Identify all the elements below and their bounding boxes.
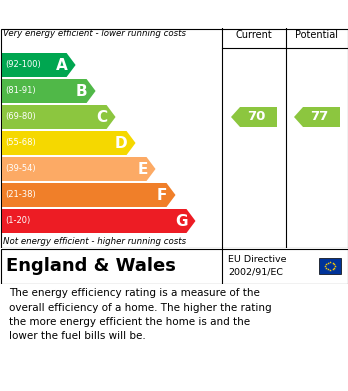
- Text: 77: 77: [310, 111, 329, 124]
- Text: G: G: [175, 213, 188, 228]
- Text: B: B: [76, 84, 88, 99]
- Text: (69-80): (69-80): [5, 113, 36, 122]
- Text: (21-38): (21-38): [5, 190, 36, 199]
- Polygon shape: [2, 79, 96, 103]
- Polygon shape: [2, 157, 156, 181]
- Text: Not energy efficient - higher running costs: Not energy efficient - higher running co…: [3, 237, 186, 246]
- Text: Energy Efficiency Rating: Energy Efficiency Rating: [10, 7, 213, 22]
- Text: F: F: [157, 188, 167, 203]
- Text: D: D: [115, 136, 127, 151]
- Polygon shape: [2, 183, 175, 207]
- Text: EU Directive
2002/91/EC: EU Directive 2002/91/EC: [228, 255, 286, 277]
- Text: (55-68): (55-68): [5, 138, 36, 147]
- Polygon shape: [2, 209, 196, 233]
- Polygon shape: [2, 53, 76, 77]
- Polygon shape: [294, 107, 340, 127]
- Polygon shape: [231, 107, 277, 127]
- Text: (39-54): (39-54): [5, 165, 35, 174]
- Text: Current: Current: [236, 30, 272, 40]
- Text: (92-100): (92-100): [5, 61, 41, 70]
- Text: (81-91): (81-91): [5, 86, 35, 95]
- Text: Potential: Potential: [295, 30, 339, 40]
- Text: C: C: [96, 109, 108, 124]
- Text: England & Wales: England & Wales: [6, 257, 176, 275]
- Text: Very energy efficient - lower running costs: Very energy efficient - lower running co…: [3, 29, 186, 38]
- Text: A: A: [56, 57, 68, 72]
- Text: The energy efficiency rating is a measure of the
overall efficiency of a home. T: The energy efficiency rating is a measur…: [9, 288, 271, 341]
- Polygon shape: [2, 105, 116, 129]
- Text: (1-20): (1-20): [5, 217, 30, 226]
- Text: E: E: [137, 161, 148, 176]
- Polygon shape: [2, 131, 135, 155]
- Text: 70: 70: [247, 111, 266, 124]
- Bar: [319, 258, 341, 274]
